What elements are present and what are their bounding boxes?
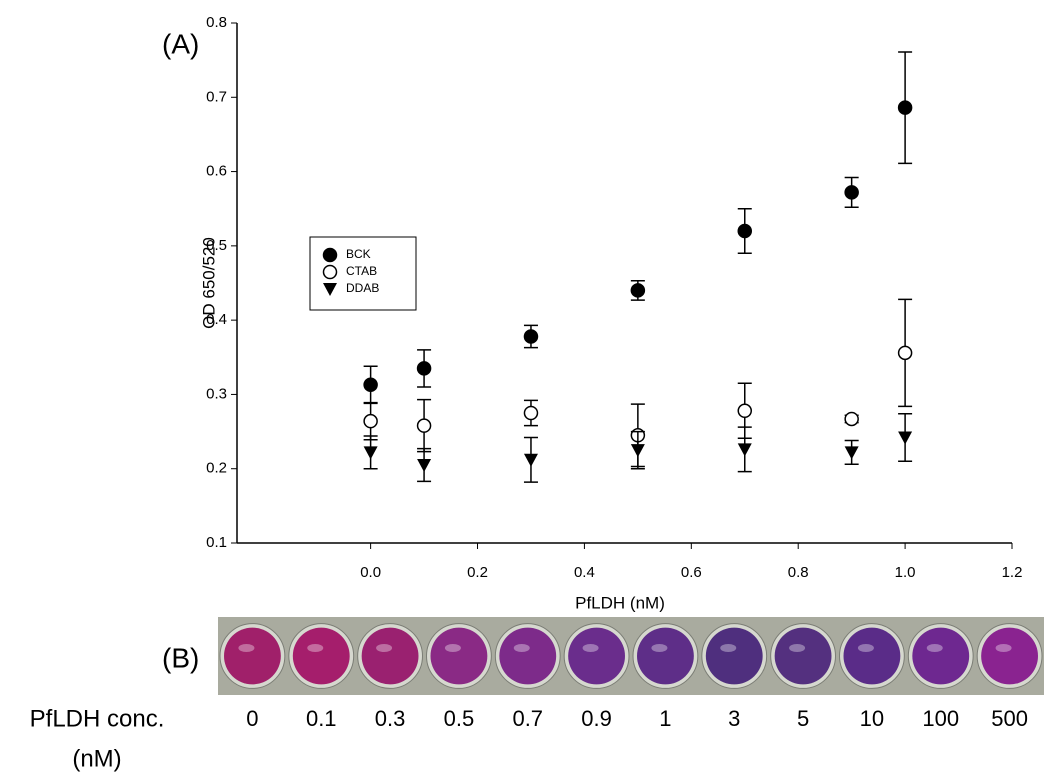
- y-tick-label: 0.8: [206, 14, 227, 31]
- legend-label: BCK: [346, 247, 371, 261]
- x-tick-label: 1.2: [1002, 564, 1023, 581]
- well: [843, 627, 901, 685]
- x-tick-label: 0.0: [360, 564, 381, 581]
- x-tick-label: 0.4: [574, 564, 595, 581]
- legend-label: CTAB: [346, 264, 377, 278]
- concentration-label: 0.5: [444, 706, 475, 731]
- data-point: [844, 446, 859, 460]
- concentration-label: 10: [860, 706, 884, 731]
- legend-marker: [322, 264, 338, 280]
- well: [568, 627, 625, 685]
- concentration-label: 0: [246, 706, 258, 731]
- concentration-label: 500: [991, 706, 1028, 731]
- well: [981, 627, 1038, 685]
- well-highlight: [857, 644, 874, 652]
- unit-label: (nM): [72, 745, 121, 772]
- concentration-label: 0.3: [375, 706, 406, 731]
- data-point: [737, 443, 752, 457]
- data-point: [523, 329, 539, 344]
- well-highlight: [238, 644, 255, 652]
- well: [637, 627, 694, 685]
- data-point: [844, 185, 859, 200]
- data-point: [416, 361, 432, 376]
- well-highlight: [651, 644, 668, 652]
- data-point: [897, 100, 913, 115]
- well: [705, 627, 763, 685]
- data-point: [363, 377, 378, 393]
- legend-label: DDAB: [346, 281, 379, 295]
- well-highlight: [995, 644, 1012, 652]
- x-tick-label: 0.2: [467, 564, 488, 581]
- data-point: [523, 453, 538, 467]
- well: [774, 627, 832, 685]
- legend-marker: [322, 247, 338, 263]
- data-point: [844, 411, 859, 427]
- y-tick-label: 0.7: [206, 88, 227, 105]
- well-highlight: [444, 644, 461, 652]
- well: [361, 627, 419, 685]
- data-point: [363, 413, 378, 429]
- well-highlight: [513, 644, 530, 652]
- well-highlight: [307, 644, 324, 652]
- well-highlight: [789, 644, 806, 652]
- y-axis-label: OD 650/520: [199, 237, 218, 329]
- well: [912, 627, 970, 685]
- y-tick-label: 0.2: [206, 460, 227, 477]
- y-tick-label: 0.1: [206, 534, 227, 551]
- concentration-label: 0.1: [306, 706, 337, 731]
- y-tick-label: 0.3: [206, 385, 227, 402]
- concentration-label: 5: [797, 706, 809, 731]
- x-axis-label: PfLDH (nM): [575, 593, 665, 612]
- data-point: [523, 405, 539, 421]
- row-label: PfLDH conc.: [30, 705, 165, 732]
- x-tick-label: 0.8: [788, 564, 809, 581]
- data-point: [630, 444, 645, 458]
- panel-label: (B): [162, 642, 199, 673]
- concentration-label: 0.9: [581, 706, 612, 731]
- well: [499, 627, 557, 685]
- panel-label: (A): [162, 28, 199, 59]
- well-plate: [218, 617, 1044, 695]
- x-tick-label: 0.6: [681, 564, 702, 581]
- legend-marker: [323, 283, 337, 296]
- well: [430, 627, 488, 685]
- concentration-label: 1: [659, 706, 671, 731]
- y-tick-label: 0.6: [206, 163, 227, 180]
- concentration-label: 3: [728, 706, 740, 731]
- concentration-label: 100: [922, 706, 959, 731]
- well-highlight: [720, 644, 737, 652]
- y-tick-label: 0.5: [206, 237, 227, 254]
- data-point: [363, 446, 378, 460]
- y-tick-label: 0.4: [206, 311, 227, 328]
- data-point: [416, 418, 432, 433]
- well: [224, 627, 281, 685]
- x-tick-label: 1.0: [895, 564, 916, 581]
- concentration-label: 0.7: [512, 706, 543, 731]
- data-point: [898, 431, 913, 445]
- data-point: [737, 223, 753, 239]
- data-point: [417, 459, 432, 472]
- data-point: [737, 403, 753, 419]
- data-point: [897, 345, 913, 361]
- well-highlight: [376, 644, 393, 652]
- data-point: [630, 283, 646, 298]
- well-highlight: [582, 644, 599, 652]
- well-highlight: [926, 644, 943, 652]
- well: [292, 627, 350, 685]
